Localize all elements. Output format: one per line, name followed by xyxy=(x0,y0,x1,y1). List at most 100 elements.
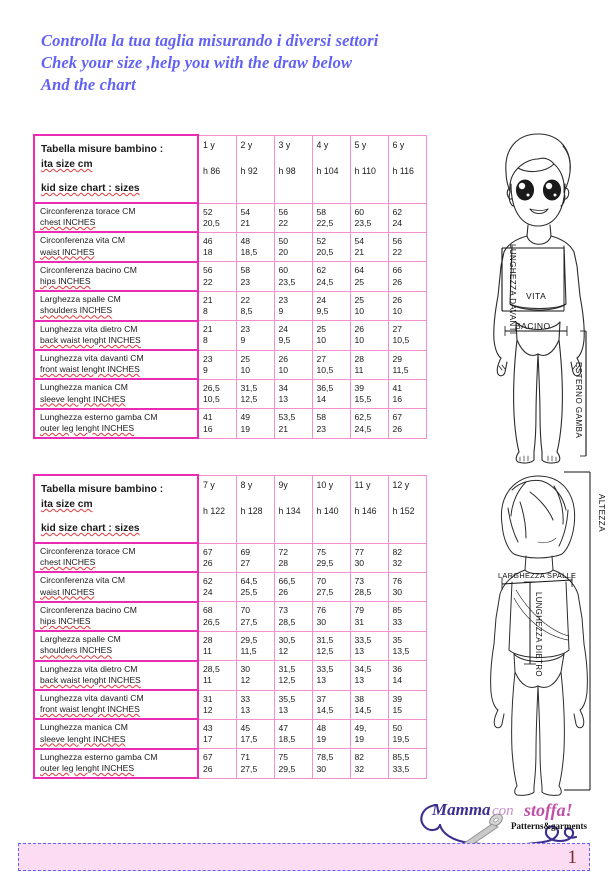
measurement-label-en: waist INCHES xyxy=(40,586,95,597)
measurement-value-cell: 54 21 xyxy=(349,231,389,263)
logo-brand-mamma: Mamma xyxy=(431,800,491,819)
size-age: 4 y xyxy=(316,139,329,150)
value-inches: 24 xyxy=(203,587,213,598)
measurement-value-cell: 34,5 13 xyxy=(349,660,389,691)
table-title-it: Tabella misure bambino : xyxy=(41,144,164,155)
value-cm: 77 xyxy=(354,546,365,557)
measurement-label-cell: Circonferenza vita CM waist INCHES xyxy=(33,571,199,603)
value-cm: 62,5 xyxy=(354,412,372,423)
measurement-value-cell: 26,5 10,5 xyxy=(197,378,237,410)
page-title: Controlla la tua taglia misurando i dive… xyxy=(41,30,511,96)
value-inches: 19,5 xyxy=(392,734,410,745)
table-header-row: Tabella misure bambino : ita size cm kid s… xyxy=(33,134,427,204)
measurement-value-cell: 26 10 xyxy=(273,349,313,380)
measurement-value-cell: 38 14,5 xyxy=(349,689,389,720)
value-cm: 36 xyxy=(392,664,403,675)
size-age: 11 y xyxy=(354,479,371,490)
measurement-value-cell: 33,5 13 xyxy=(311,660,351,691)
value-inches: 10 xyxy=(316,335,327,346)
measurement-value-cell: 85,5 33,5 xyxy=(387,748,427,779)
value-inches: 22 xyxy=(278,217,289,228)
value-cm: 23 xyxy=(203,353,213,364)
measurement-value-cell: 82 32 xyxy=(349,748,389,779)
measurement-label-it: Lunghezza vita davanti CM xyxy=(40,693,144,704)
measurement-label-it: Circonferenza torace CM xyxy=(40,546,136,556)
value-cm: 62 xyxy=(392,206,403,217)
value-cm: 70 xyxy=(316,575,327,586)
measurement-label-cell: Circonferenza torace CM chest INCHES xyxy=(33,541,199,574)
measurement-label-it: Larghezza spalle CM xyxy=(40,294,121,305)
value-cm: 47 xyxy=(278,722,289,733)
value-inches: 24,5 xyxy=(316,276,334,287)
measurement-value-cell: 50 19,5 xyxy=(387,718,427,750)
value-inches: 11,5 xyxy=(392,364,409,375)
size-age: 1 y xyxy=(203,139,215,150)
measurement-label-cell: Lunghezza vita davanti CM front waist len… xyxy=(33,349,199,381)
size-age: 2 y xyxy=(240,139,253,150)
measurement-value-cell: 75 29,5 xyxy=(273,748,313,779)
measurement-value-cell: 24 9,5 xyxy=(311,290,351,322)
value-cm: 28 xyxy=(354,353,365,364)
value-cm: 76 xyxy=(392,575,403,586)
measurement-value-cell: 28 11 xyxy=(197,630,237,662)
measurement-value-cell: 22 8,5 xyxy=(235,290,275,322)
measurement-label-en: sleeve lenght INCHES xyxy=(40,733,126,744)
measurement-label-cell: Lunghezza manica CM sleeve lenght INCHES xyxy=(33,378,199,410)
measurement-value-cell: 73 28,5 xyxy=(273,601,313,632)
measurement-value-cell: 50 20 xyxy=(273,231,313,263)
value-inches: 11 xyxy=(203,675,212,686)
value-inches: 10,5 xyxy=(203,394,220,405)
value-inches: 8 xyxy=(203,305,208,316)
value-cm: 52 xyxy=(203,206,213,217)
measurement-value-cell: 29,5 11,5 xyxy=(235,630,275,662)
value-cm: 58 xyxy=(316,412,327,423)
value-inches: 13 xyxy=(278,394,289,405)
measurement-value-cell: 35 13,5 xyxy=(387,630,427,662)
value-inches: 29,5 xyxy=(316,557,334,568)
value-inches: 13 xyxy=(354,645,365,656)
measurement-value-cell: 41 16 xyxy=(197,408,237,439)
heading-line-1: Controlla la tua taglia misurando i dive… xyxy=(41,31,379,50)
measurement-label-it: Circonferenza bacino CM xyxy=(40,264,137,275)
value-cm: 64 xyxy=(354,265,365,276)
value-cm: 38 xyxy=(354,693,365,704)
value-inches: 20,5 xyxy=(203,217,220,228)
value-cm: 21 xyxy=(203,324,213,335)
size-height: h 86 xyxy=(203,165,221,176)
measurement-value-cell: 52 20,5 xyxy=(311,231,351,263)
measurement-value-cell: 30,5 12 xyxy=(273,630,313,662)
value-inches: 13,5 xyxy=(392,645,410,656)
measurement-value-cell: 67 26 xyxy=(387,408,427,439)
measurement-value-cell: 36 14 xyxy=(387,660,427,691)
measurement-label-it: Lunghezza manica CM xyxy=(40,382,128,393)
value-cm: 25 xyxy=(316,324,327,335)
value-inches: 10,5 xyxy=(316,364,334,375)
value-cm: 27 xyxy=(316,353,327,364)
measurement-value-cell: 47 18,5 xyxy=(273,718,313,750)
measurement-value-cell: 72 28 xyxy=(273,542,313,573)
measurement-value-cell: 35,5 13 xyxy=(273,689,313,720)
table-1-body: Tabella misure bambino : ita size cm kid s… xyxy=(33,134,427,440)
value-cm: 62 xyxy=(316,265,327,276)
measurement-value-cell: 29 11,5 xyxy=(387,349,427,380)
value-cm: 33,5 xyxy=(316,664,334,675)
measurement-value-cell: 66 26 xyxy=(387,261,427,292)
value-cm: 45 xyxy=(240,722,251,733)
value-inches: 13 xyxy=(278,704,289,715)
measurement-value-cell: 82 32 xyxy=(387,542,427,573)
value-cm: 22 xyxy=(240,294,251,305)
measurement-value-cell: 64,5 25,5 xyxy=(235,571,275,603)
value-inches: 11 xyxy=(354,364,364,375)
value-inches: 23,5 xyxy=(354,217,372,228)
value-inches: 8 xyxy=(203,335,208,346)
value-cm: 37 xyxy=(316,693,327,704)
table-row: Circonferenza vita CM waist INCHES 46 18 48 1… xyxy=(33,231,427,263)
measurement-value-cell: 21 8 xyxy=(197,290,237,322)
value-inches: 14,5 xyxy=(354,704,372,715)
measurement-value-cell: 60 23,5 xyxy=(273,261,313,292)
size-header-cell: 3 y h 98 xyxy=(273,134,313,204)
value-cm: 24 xyxy=(278,324,289,335)
measurement-value-cell: 23 9 xyxy=(273,290,313,322)
value-inches: 11 xyxy=(203,645,212,656)
page-number: 1 xyxy=(567,847,578,868)
